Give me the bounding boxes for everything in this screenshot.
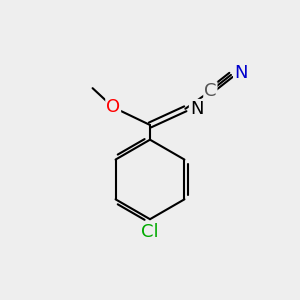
Text: Cl: Cl bbox=[141, 223, 159, 241]
Text: O: O bbox=[106, 98, 120, 116]
Text: N: N bbox=[234, 64, 247, 82]
Text: C: C bbox=[204, 82, 217, 100]
Text: N: N bbox=[190, 100, 203, 118]
